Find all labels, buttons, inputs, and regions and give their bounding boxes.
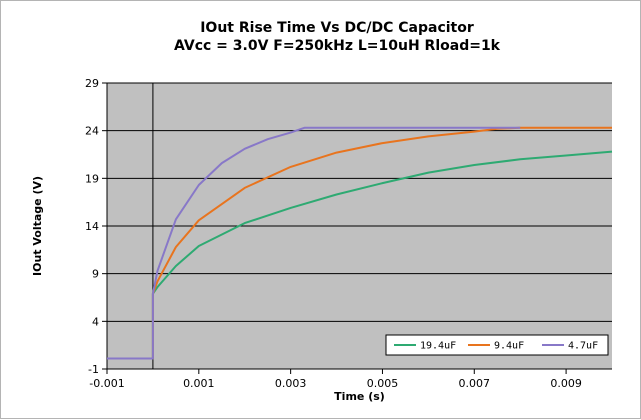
- legend-entry: 9.4uF: [494, 341, 524, 352]
- series-lines: [107, 126, 613, 360]
- x-tick-label: 0.003: [275, 377, 307, 390]
- y-tick-label: 14: [85, 220, 99, 233]
- x-tick-label: 0.009: [550, 377, 582, 390]
- x-tick-label: 0.007: [459, 377, 491, 390]
- y-axis-title: IOut Voltage (V): [31, 176, 44, 276]
- gridlines: [107, 82, 612, 322]
- y-tick-label: 19: [85, 172, 99, 185]
- chart-title: IOut Rise Time Vs DC/DC Capacitor: [200, 20, 474, 36]
- x-tick-label: -0.001: [89, 377, 124, 390]
- legend-box: [385, 334, 609, 356]
- y-tick-label: 29: [85, 77, 99, 90]
- chart-subtitle: AVcc = 3.0V F=250kHz L=10uH Rload=1k: [174, 38, 501, 54]
- x-tick-label: 0.005: [367, 377, 399, 390]
- x-tick-label: 0.001: [183, 377, 215, 390]
- x-axis-title: Time (s): [334, 390, 385, 403]
- y-tick-label: 9: [92, 268, 99, 281]
- tick-labels: -1 4 9 14 19 24 29 -0.001 0.001 0.003 0.005 0.007 0.…: [85, 77, 582, 390]
- y-tick-label: 4: [92, 315, 99, 328]
- legend: 19.4uF 9.4uF 4.7uF: [385, 334, 609, 356]
- y-tick-label: -1: [88, 363, 99, 376]
- legend-entry: 19.4uF: [420, 341, 456, 352]
- y-tick-label: 24: [85, 125, 99, 138]
- series-line-4.7uF: [107, 126, 521, 360]
- legend-entry: 4.7uF: [568, 341, 598, 352]
